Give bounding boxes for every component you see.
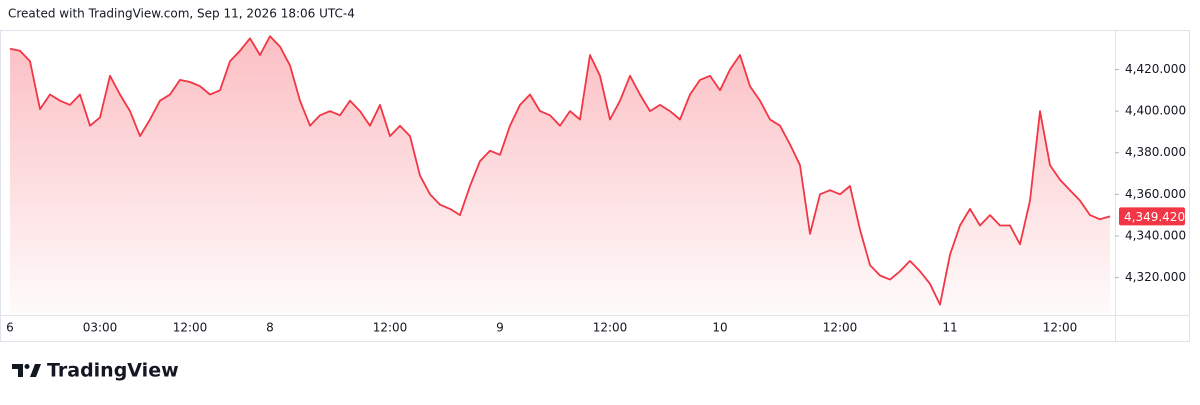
last-price-badge [1119, 207, 1185, 226]
chart-frame [0, 30, 1190, 342]
x-tick-label: 12:00 [173, 321, 208, 335]
y-tick-label: 4,420.000 [1125, 62, 1186, 76]
area-fill [10, 36, 1110, 315]
x-tick-label: 03:00 [83, 321, 118, 335]
last-price-label: 4,349.420 [1124, 210, 1185, 224]
x-tick-label: 10 [712, 321, 727, 335]
y-tick-label: 4,400.000 [1125, 104, 1186, 118]
header: Created with TradingView.com, Sep 11, 20… [8, 7, 355, 21]
x-tick-label: 8 [266, 321, 274, 335]
price-line [9, 35, 1111, 306]
x-tick-label: 12:00 [1043, 321, 1078, 335]
x-tick-label: 12:00 [593, 321, 628, 335]
y-tick-label: 4,340.000 [1125, 228, 1186, 242]
x-tick-label: 12:00 [823, 321, 858, 335]
x-tick-label: 12:00 [373, 321, 408, 335]
x-tick-label: 6 [6, 321, 14, 335]
y-tick-label: 4,360.000 [1125, 187, 1186, 201]
x-tick-label: 11 [942, 321, 957, 335]
y-tick-label: 4,320.000 [1125, 270, 1186, 284]
x-tick-label: 9 [496, 321, 504, 335]
y-tick-label: 4,380.000 [1125, 145, 1186, 159]
brand: TradingView [47, 360, 179, 382]
logo [12, 364, 41, 377]
